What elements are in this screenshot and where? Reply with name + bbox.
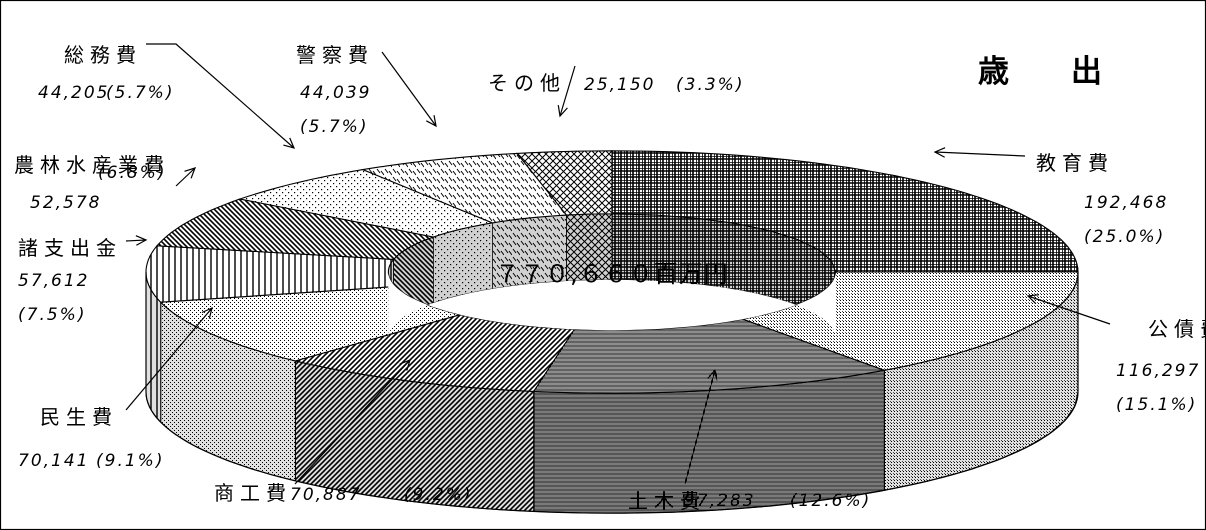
slice-label-value: 44,205 xyxy=(38,83,109,103)
slice-label-name: その他 xyxy=(488,71,566,95)
slice-label-value: 57,612 xyxy=(18,271,89,291)
leader-line xyxy=(1027,295,1111,325)
slice-side-shade xyxy=(146,272,161,423)
leader-arrowhead xyxy=(184,167,197,179)
leader-line xyxy=(684,369,716,485)
leader-line xyxy=(294,359,411,485)
slice-警察費 xyxy=(360,152,568,224)
slice-label-percent: (9.2%) xyxy=(404,485,472,505)
slice-label-name: 農林水産業費 xyxy=(14,153,170,177)
slice-side-shade xyxy=(884,272,1078,491)
slice-label-percent: (12.6%) xyxy=(790,491,871,511)
slice-label-value: 116,297 xyxy=(1116,361,1200,381)
slice-label-value: 97,283 xyxy=(684,491,755,511)
slice-label-name: 商工費 xyxy=(214,481,292,505)
leader-line xyxy=(125,307,213,411)
slice-label-name: 諸支出金 xyxy=(18,236,122,260)
slice-label-percent: (7.5%) xyxy=(18,305,86,325)
leader-lines xyxy=(125,43,1111,485)
slice-label-name: 警察費 xyxy=(296,43,374,67)
slice-label-percent: (6.8%) xyxy=(98,163,166,183)
slice-label-percent: (25.0%) xyxy=(1084,227,1165,247)
slice-labels: 教育費 192,468 (25.0%) 公債費 116,297 (15.1%) 土木費97,… xyxy=(14,43,1206,513)
leader-arrowhead xyxy=(135,235,148,246)
leader-arrowhead xyxy=(201,306,213,319)
slice-諸支出金 xyxy=(145,245,397,303)
slice-label-name: 民生費 xyxy=(40,405,118,429)
leader-arrowhead xyxy=(399,358,411,371)
donut-sides xyxy=(145,213,1079,514)
leader-arrowhead xyxy=(557,105,568,118)
slice-label-name: 総務費 xyxy=(64,43,142,67)
slice-label-name: 土木費 xyxy=(628,489,706,513)
slice-inner-wall-shade xyxy=(492,215,567,289)
slice-label-value: 192,468 xyxy=(1084,193,1168,213)
leader-arrowhead xyxy=(933,147,946,158)
leader-line xyxy=(381,51,437,127)
slice-label-percent: (5.7%) xyxy=(300,117,368,137)
slice-土木費 xyxy=(532,318,887,394)
slice-label-percent: (15.1%) xyxy=(1116,395,1197,415)
slice-label-name: 教育費 xyxy=(1036,151,1114,175)
leader-line xyxy=(175,167,196,187)
slice-label-value: 25,150 xyxy=(584,75,655,95)
slice-inner-wall-shade xyxy=(612,213,836,338)
leader-line xyxy=(125,239,147,242)
slice-label-value: 70,887 xyxy=(290,485,361,505)
leader-arrowhead xyxy=(426,115,437,128)
slice-総務費 xyxy=(237,169,495,238)
leader-line xyxy=(559,65,576,117)
slice-label-percent: (3.3%) xyxy=(676,75,744,95)
center-total-label: ７７０,６６０百万円 xyxy=(495,260,729,288)
slice-label-percent: (5.7%) xyxy=(106,83,174,103)
slice-inner-wall-shade xyxy=(566,213,612,282)
slice-side-shade xyxy=(160,302,296,481)
leader-arrowhead xyxy=(1026,294,1039,305)
slice-side-shade xyxy=(295,360,534,512)
slice-inner-wall-shade xyxy=(433,222,493,303)
leader-line xyxy=(934,151,1026,157)
slice-label-value: 52,578 xyxy=(30,193,101,213)
slice-label-percent: (9.1%) xyxy=(96,451,164,471)
slice-label-value: 44,039 xyxy=(300,83,371,103)
donut-hole xyxy=(388,272,836,338)
donut-tops xyxy=(145,150,1079,514)
slice-label-name: 公債費 xyxy=(1148,317,1206,341)
slice-商工費 xyxy=(293,314,576,392)
slice-農林水産業費 xyxy=(155,198,436,260)
leader-line xyxy=(146,43,295,149)
slice-教育費 xyxy=(611,150,1079,273)
slice-side-shade xyxy=(533,370,885,514)
leader-arrowhead xyxy=(707,368,718,381)
slice-その他 xyxy=(515,150,613,216)
chart-title: 歳 出 xyxy=(978,54,1102,90)
leader-arrowhead xyxy=(283,137,296,149)
donut-bottom-edge xyxy=(145,391,1079,514)
slice-label-value: 70,141 xyxy=(18,451,89,471)
